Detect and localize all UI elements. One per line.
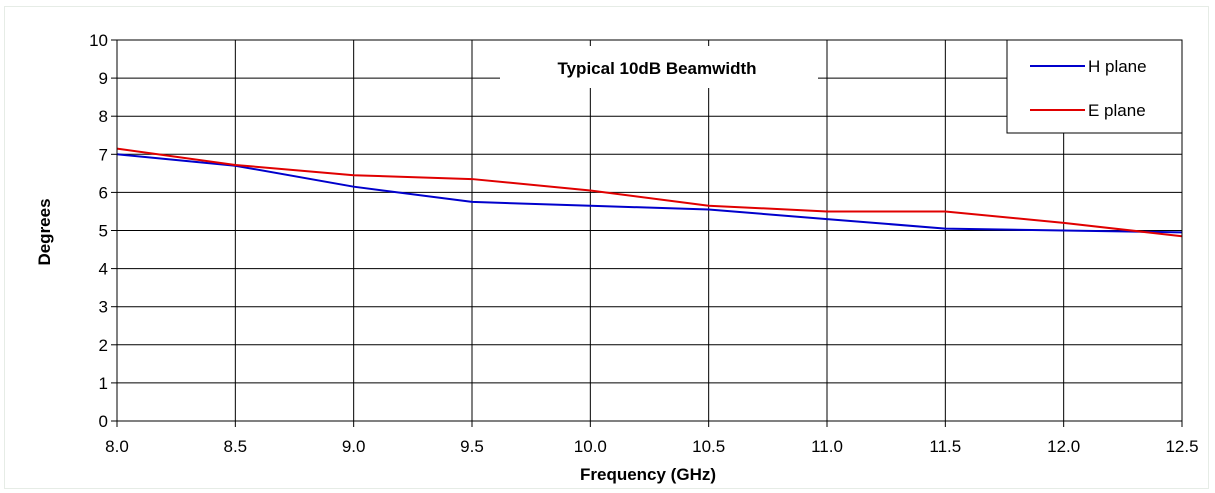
x-tick-label: 9.0 bbox=[342, 437, 366, 456]
x-tick-label: 11.0 bbox=[811, 437, 843, 456]
legend-label-h-plane: H plane bbox=[1088, 57, 1147, 76]
y-tick-label: 7 bbox=[99, 145, 108, 164]
chart-title-box bbox=[500, 46, 818, 88]
x-tick-label: 12.0 bbox=[1047, 437, 1080, 456]
x-axis-title: Frequency (GHz) bbox=[580, 465, 716, 484]
y-tick-label: 9 bbox=[99, 69, 108, 88]
y-tick-label: 1 bbox=[99, 374, 108, 393]
legend: H plane E plane bbox=[1006, 39, 1183, 134]
y-tick-label: 3 bbox=[99, 298, 108, 317]
x-tick-label: 8.5 bbox=[224, 437, 248, 456]
x-tick-label: 8.0 bbox=[105, 437, 129, 456]
y-tick-label: 5 bbox=[99, 222, 108, 241]
y-axis-title: Degrees bbox=[35, 198, 54, 265]
x-tick-label: 11.5 bbox=[929, 437, 961, 456]
x-tick-label: 12.5 bbox=[1165, 437, 1198, 456]
chart-title: Typical 10dB Beamwidth bbox=[557, 59, 756, 78]
y-tick-labels: 0 1 2 3 4 5 6 7 8 9 10 bbox=[89, 31, 108, 431]
legend-box bbox=[1006, 39, 1183, 134]
y-tick-label: 6 bbox=[99, 183, 108, 202]
y-tick-label: 4 bbox=[99, 260, 108, 279]
series-line-h-plane bbox=[116, 153, 1183, 234]
x-tick-label: 9.5 bbox=[460, 437, 484, 456]
y-tick-label: 2 bbox=[99, 336, 108, 355]
plot-area-border bbox=[116, 39, 1183, 422]
y-tick-label: 0 bbox=[99, 412, 108, 431]
legend-label-e-plane: E plane bbox=[1088, 101, 1146, 120]
series-lines bbox=[116, 147, 1183, 238]
x-tick-label: 10.5 bbox=[692, 437, 725, 456]
y-tick-label: 8 bbox=[99, 107, 108, 126]
y-tick-label: 10 bbox=[89, 31, 108, 50]
x-tick-labels: 8.0 8.5 9.0 9.5 10.0 10.5 11.0 11.5 12.0 12.5 bbox=[105, 437, 1198, 456]
series-line-e-plane bbox=[116, 147, 1183, 238]
x-tick-label: 10.0 bbox=[574, 437, 607, 456]
